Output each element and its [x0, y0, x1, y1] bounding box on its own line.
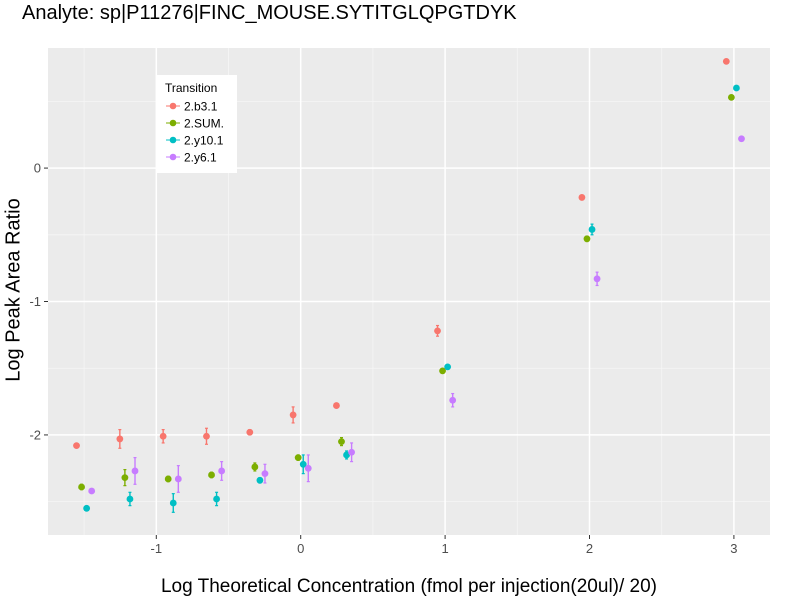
- data-point: [126, 495, 134, 503]
- data-point: [294, 454, 302, 462]
- legend-key-point: [169, 136, 177, 144]
- y-tick-label: -2: [29, 427, 41, 442]
- x-tick-labels: -1 0 1 2 3: [151, 541, 738, 556]
- chart-title: Analyte: sp|P11276|FINC_MOUSE.SYTITGLQPG…: [22, 2, 517, 24]
- data-point: [299, 460, 307, 468]
- data-points: [73, 57, 745, 512]
- data-point: [203, 432, 210, 440]
- data-point: [289, 411, 297, 419]
- legend-label: 2.b3.1: [184, 99, 218, 113]
- data-point: [727, 93, 735, 101]
- legend-key-point: [169, 119, 177, 127]
- data-point: [444, 363, 452, 371]
- data-point: [738, 135, 745, 143]
- data-point: [169, 499, 177, 507]
- data-point: [434, 327, 441, 335]
- y-tick-label: -1: [29, 294, 41, 309]
- data-point: [449, 396, 457, 404]
- legend-key-point: [169, 102, 177, 110]
- data-point: [213, 495, 220, 503]
- x-tick-label: 3: [730, 541, 737, 556]
- major-gridlines: [48, 48, 770, 535]
- data-point: [304, 464, 312, 472]
- legend-label: 2.SUM.: [184, 116, 224, 130]
- data-point: [256, 476, 264, 484]
- data-point: [174, 475, 182, 483]
- data-point: [722, 57, 730, 65]
- y-axis-label: Log Peak Area Ratio: [2, 198, 25, 382]
- x-axis-label: Log Theoretical Concentration (fmol per …: [160, 576, 658, 597]
- y-tick-label: 0: [34, 161, 41, 176]
- x-tick-label: 1: [441, 541, 448, 556]
- data-point: [251, 463, 259, 471]
- data-point: [338, 438, 345, 446]
- legend-key-point: [169, 153, 177, 161]
- data-point: [83, 504, 91, 512]
- data-point: [588, 226, 596, 233]
- legend-label: 2.y10.1: [184, 133, 224, 147]
- data-point: [131, 467, 139, 475]
- data-point: [88, 487, 96, 495]
- data-point: [164, 475, 172, 483]
- data-point: [333, 402, 340, 409]
- data-point: [343, 451, 350, 459]
- y-tick-labels: -2 -1 0: [29, 161, 41, 443]
- data-point: [116, 435, 124, 443]
- legend-label: 2.y6.1: [184, 150, 217, 164]
- data-point: [73, 442, 80, 450]
- data-point: [261, 470, 269, 478]
- data-point: [583, 235, 591, 243]
- legend-title: Transition: [165, 81, 217, 95]
- data-point: [348, 448, 356, 456]
- data-point: [78, 483, 85, 491]
- data-point: [593, 275, 601, 283]
- data-point: [121, 474, 129, 482]
- data-point: [208, 471, 215, 479]
- axis-ticks: [44, 167, 735, 539]
- x-tick-label: 2: [586, 541, 593, 556]
- data-point: [246, 428, 254, 436]
- data-point: [733, 84, 740, 92]
- x-tick-label: -1: [151, 541, 163, 556]
- legend: Transition 2.b3.1 2.SUM. 2.y10.1 2.y6.1: [157, 75, 237, 173]
- data-point: [159, 432, 167, 440]
- data-point: [218, 467, 226, 475]
- x-tick-label: 0: [297, 541, 304, 556]
- data-point: [578, 194, 586, 201]
- data-point: [439, 367, 446, 375]
